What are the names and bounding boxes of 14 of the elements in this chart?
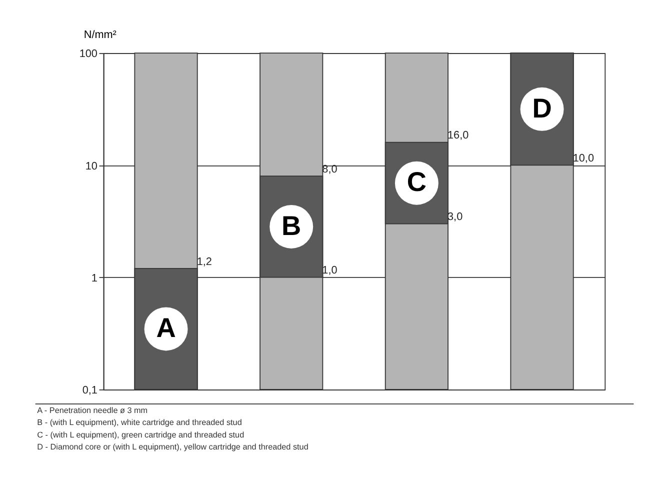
text: A - Penetration needle ø 3 mm	[37, 406, 148, 415]
text: B - (with L equipment), white cartridge and threaded stud	[37, 418, 242, 428]
y-axis-title: N/mm²	[84, 29, 117, 42]
x-tick-label: D	[532, 92, 552, 124]
text: D - Diamond core or (with L equipment), yellow cartridge and threaded stud	[37, 442, 308, 452]
y-tick-label: 10	[85, 160, 98, 172]
y-tick-label: 1	[91, 272, 98, 284]
y-tick-label: 0,1	[82, 384, 98, 397]
text: C - (with L equipment), green cartridge and threaded stud	[37, 430, 244, 440]
annotation: 1,0	[322, 264, 338, 277]
y-tick-label: 100	[79, 48, 98, 60]
x-tick-label: A	[156, 312, 176, 344]
x-tick-label: C	[406, 166, 427, 198]
x-tick-label: B	[282, 210, 302, 241]
